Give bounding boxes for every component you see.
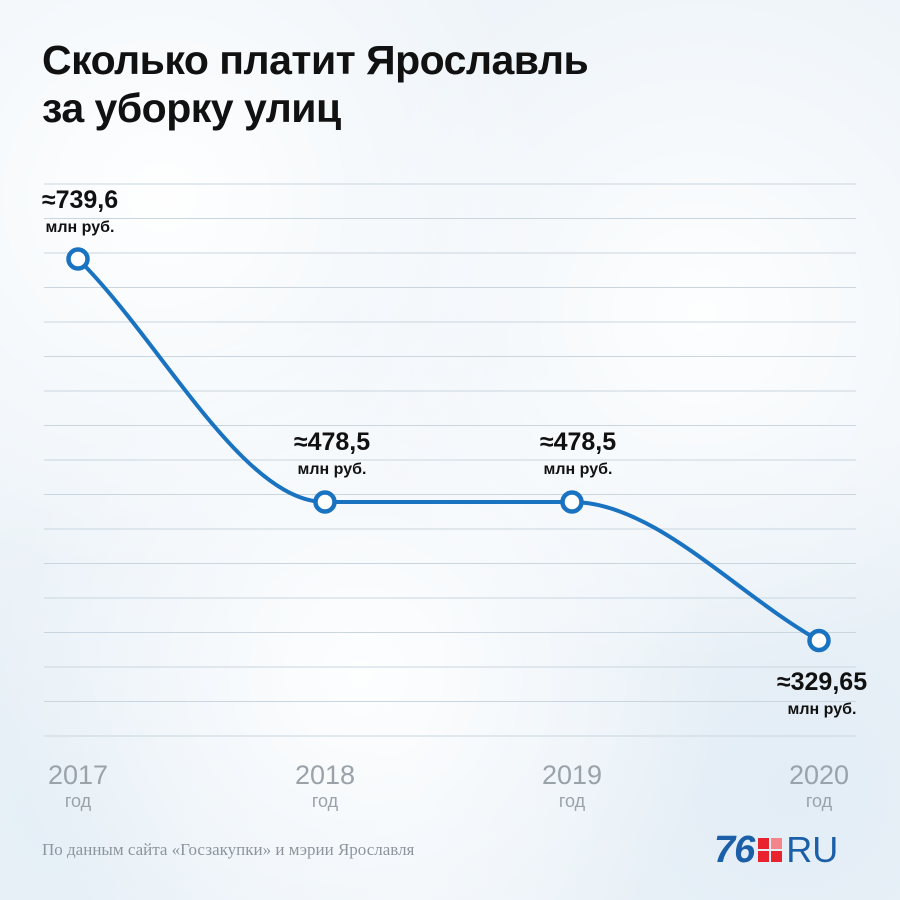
data-point [560, 490, 584, 514]
brand-logo[interactable]: 76 RU [714, 829, 839, 871]
x-tick-label: 2019 [542, 760, 602, 790]
data-labels: ≈739,6 млн руб. ≈478,5 млн руб. ≈478,5 млн ру… [42, 186, 867, 718]
data-label: ≈478,5 [540, 428, 616, 456]
series-line [76, 257, 820, 643]
x-tick-sublabel: год [312, 791, 339, 811]
data-label-unit: млн руб. [544, 461, 613, 478]
data-label: ≈478,5 [294, 428, 370, 456]
data-label-unit: млн руб. [788, 701, 857, 718]
x-tick-sublabel: год [806, 791, 833, 811]
data-label: ≈739,6 [42, 186, 118, 214]
data-label: ≈329,65 [777, 668, 867, 696]
x-tick-sublabel: год [559, 791, 586, 811]
data-label-unit: млн руб. [298, 461, 367, 478]
data-point [66, 247, 90, 271]
data-points [66, 247, 831, 653]
chart-title: Сколько платит Ярославль за уборку улиц [42, 36, 802, 132]
logo-number: 76 [714, 829, 755, 871]
data-label-unit: млн руб. [46, 219, 115, 236]
data-point [807, 628, 831, 653]
chart-title-line-1: Сколько платит Ярославль [42, 37, 589, 83]
logo-suffix: RU [786, 829, 839, 870]
x-tick-label: 2018 [295, 760, 355, 790]
grid-lines [44, 183, 856, 737]
x-tick-label: 2017 [48, 760, 108, 790]
source-note: По данным сайта «Госзакупки» и мэрии Яро… [42, 840, 415, 859]
data-point [313, 490, 337, 514]
logo-square-icon [758, 838, 783, 862]
x-tick-sublabel: год [65, 791, 92, 811]
x-tick-label: 2020 [789, 760, 849, 790]
chart-title-line-2: за уборку улиц [42, 85, 341, 131]
